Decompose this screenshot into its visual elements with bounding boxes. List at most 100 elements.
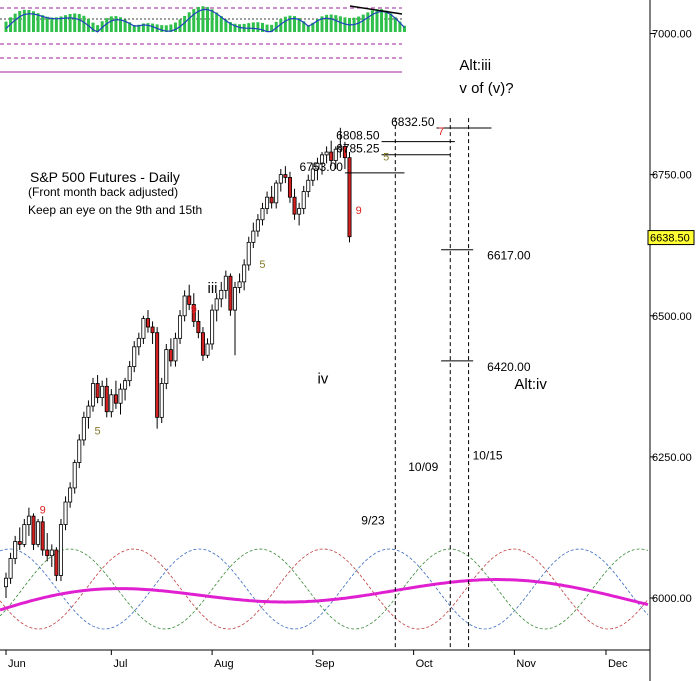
y-tick-label: 6500.00	[652, 311, 692, 323]
candle-up	[109, 394, 114, 413]
chart-note: Keep an eye on the 9th and 15th	[28, 203, 202, 217]
candle-up	[219, 289, 224, 300]
candle-up	[63, 501, 68, 526]
x-tick-label: Jun	[8, 658, 26, 670]
cycle-wave-composite	[0, 578, 649, 612]
count-marks: 9 5 9 5 9 5 7	[40, 126, 445, 516]
wave-label: iii	[208, 280, 218, 297]
candle-up	[22, 524, 27, 545]
wave-label: Alt:iv	[514, 376, 547, 393]
candle-up	[132, 346, 137, 367]
oscillator-divergence-line	[349, 5, 403, 15]
candle-up	[210, 309, 215, 345]
candle-up	[81, 416, 86, 441]
candle-down	[150, 326, 155, 334]
oscillator-line	[5, 9, 405, 33]
cycle-waves	[0, 548, 649, 630]
date-marker-label: 9/23	[361, 514, 385, 528]
candle-up	[86, 405, 91, 418]
last-price-box	[647, 230, 695, 246]
x-tick-label: Dec	[608, 658, 628, 670]
candle-up	[310, 168, 315, 181]
price-level-label: 6832.50	[391, 115, 435, 129]
wave-labels: iii iv Alt:iv Alt:iii v of (v)?	[208, 57, 548, 393]
candle-up	[223, 275, 228, 291]
oscillator-bars	[4, 6, 406, 32]
candle-down	[95, 383, 100, 399]
candle-down	[283, 174, 288, 178]
candle-down	[104, 385, 109, 413]
x-tick-label: Aug	[214, 658, 234, 670]
candle-up	[333, 148, 338, 161]
candle-down	[287, 177, 292, 198]
candle-up	[274, 182, 279, 204]
candle-up	[123, 380, 128, 390]
candle-up	[338, 145, 343, 150]
candle-down	[168, 349, 173, 362]
candle-up	[297, 208, 302, 215]
candle-up	[306, 179, 311, 192]
cycle-wave-green	[0, 548, 649, 630]
last-price-marker: 6638.50	[647, 230, 695, 246]
candle-down	[17, 541, 22, 545]
chart-title: S&P 500 Futures - Daily	[30, 169, 180, 185]
candle-down	[228, 275, 233, 311]
count-mark: 9	[191, 304, 197, 316]
count-mark: 9	[40, 504, 46, 516]
cycle-wave-blue	[0, 548, 649, 630]
candle-down	[187, 295, 192, 305]
last-price-label: 6638.50	[650, 233, 690, 245]
candle-down	[196, 320, 201, 334]
candle-up	[4, 577, 9, 588]
candle-up	[72, 462, 77, 489]
candle-up	[324, 151, 329, 156]
y-tick-label: 6250.00	[652, 452, 692, 464]
price-level-label: 6420.00	[487, 360, 531, 374]
candle-up	[315, 162, 320, 170]
candle-down	[292, 196, 297, 215]
candle-up	[265, 196, 270, 209]
count-mark: 7	[438, 126, 444, 138]
date-marker-label: 10/09	[408, 460, 438, 474]
date-markers: 9/23 10/09 10/15	[361, 118, 503, 650]
candle-down	[113, 394, 118, 404]
candle-up	[141, 318, 146, 339]
price-level-label: 6808.50	[336, 129, 380, 143]
candle-down	[155, 332, 160, 418]
candle-up	[36, 521, 41, 545]
candle-up	[205, 343, 210, 356]
candle-down	[191, 304, 196, 322]
candle-up	[255, 219, 260, 232]
candle-down	[54, 549, 59, 576]
candle-up	[178, 315, 183, 339]
candle-up	[8, 558, 13, 579]
candle-up	[58, 524, 63, 576]
wave-label: Alt:iii	[459, 57, 491, 74]
wave-label: iv	[317, 370, 328, 387]
count-mark: 5	[259, 259, 265, 271]
candle-up	[49, 549, 54, 557]
x-tick-label: Jul	[113, 658, 127, 670]
candle-up	[136, 337, 141, 348]
count-mark: 5	[95, 425, 101, 437]
candle-up	[260, 208, 265, 221]
price-level-label: 6753.00	[300, 160, 344, 174]
candle-up	[159, 383, 164, 418]
candle-down	[45, 549, 50, 557]
candle-down	[269, 196, 274, 204]
wave-label: v of (v)?	[459, 80, 513, 97]
candle-down	[200, 332, 205, 356]
x-axis-months: Jun Jul Aug Sep Oct Nov Dec	[5, 650, 628, 670]
candle-up	[237, 281, 242, 288]
candle-down	[342, 145, 347, 159]
x-tick-label: Sep	[315, 658, 335, 670]
candle-up	[278, 174, 283, 184]
y-axis-ticks: 7000.00 6750.00 6500.00 6250.00 6000.00	[650, 29, 692, 605]
candle-up	[118, 388, 123, 404]
candle-up	[26, 515, 31, 526]
candle-up	[320, 154, 325, 164]
candle-up	[127, 366, 132, 382]
